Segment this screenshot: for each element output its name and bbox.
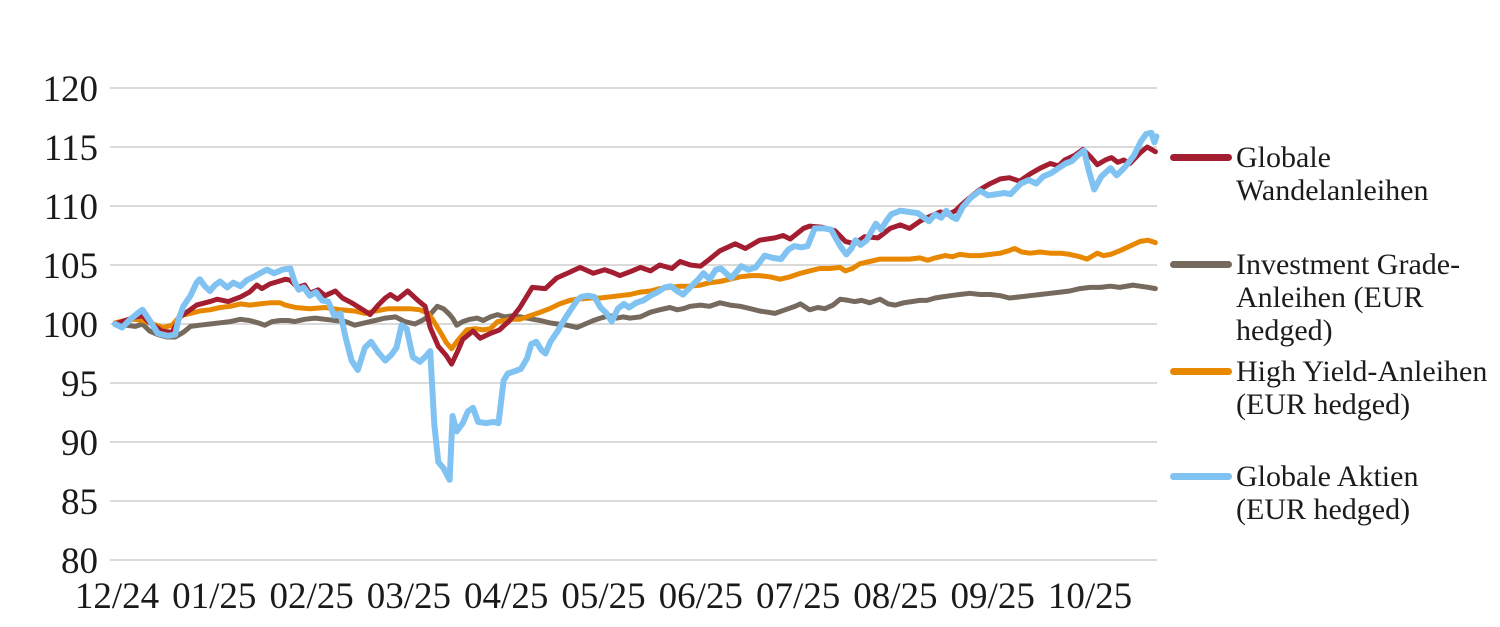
legend-item-investment-grade-anleihen: Investment Grade-Anleihen (EUR hedged) [1170,248,1490,347]
series-line-2 [112,237,1158,352]
legend-swatch-globale-aktien-icon [1170,473,1232,480]
x-axis-tick-label: 07/25 [756,576,840,617]
y-axis-tick-label: 80 [61,541,98,582]
x-axis-tick-label: 04/25 [464,576,548,617]
y-axis-tick-label: 120 [43,69,99,110]
series-line-3 [112,129,1160,483]
legend-swatch-high-yield-icon [1170,368,1232,375]
y-axis-tick-label: 100 [43,305,99,346]
x-axis-tick-label: 09/25 [951,576,1035,617]
legend-label: Globale Aktien (EUR hedged) [1236,460,1419,526]
x-axis-tick-label: 01/25 [172,576,256,617]
x-axis-tick-label: 08/25 [853,576,937,617]
x-axis-tick-label: 12/24 [75,576,159,617]
legend-label: Investment Grade-Anleihen (EUR hedged) [1236,248,1461,347]
chart-legend: Globale Wandelanleihen Investment Grade-… [1170,0,1490,627]
x-axis-tick-label: 05/25 [561,576,645,617]
legend-item-globale-wandelanleihen: Globale Wandelanleihen [1170,141,1490,207]
legend-label: Globale Wandelanleihen [1236,141,1429,207]
legend-label: High Yield-Anleihen (EUR hedged) [1236,355,1488,421]
x-axis-tick-label: 06/25 [659,576,743,617]
legend-item-high-yield-anleihen: High Yield-Anleihen (EUR hedged) [1170,355,1490,421]
legend-swatch-globale-wandelanleihen-icon [1170,154,1232,161]
y-axis-tick-label: 110 [44,187,98,228]
series-line-0 [112,144,1158,367]
y-axis-tick-label: 115 [44,128,98,169]
legend-item-globale-aktien: Globale Aktien (EUR hedged) [1170,460,1490,526]
x-axis-tick-label: 02/25 [269,576,353,617]
y-axis-tick-label: 85 [61,482,98,523]
y-axis-tick-label: 90 [61,423,98,464]
x-axis-tick-label: 03/25 [367,576,451,617]
x-axis-tick-label: 10/25 [1048,576,1132,617]
legend-swatch-investment-grade-icon [1170,261,1232,268]
y-axis-tick-label: 105 [43,246,99,287]
series-line-1 [112,282,1158,340]
y-axis-tick-label: 95 [61,364,98,405]
